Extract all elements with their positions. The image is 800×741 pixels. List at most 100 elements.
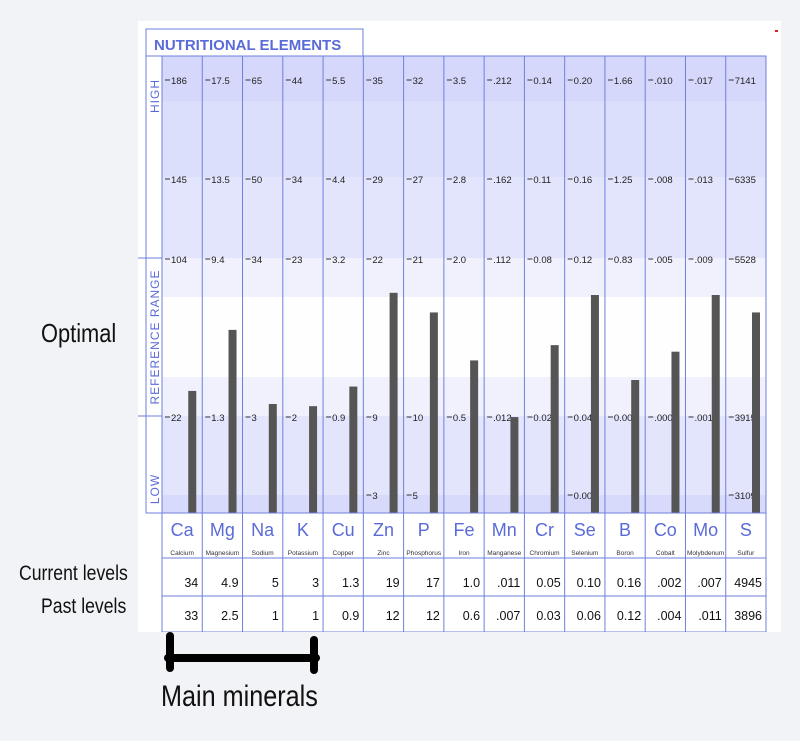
tick-label: 0.14 bbox=[533, 76, 552, 87]
tick-label: 44 bbox=[292, 76, 303, 87]
past-value: 0.9 bbox=[342, 609, 359, 623]
zone-label-high: HIGH bbox=[148, 79, 162, 113]
tick-label: 35 bbox=[372, 76, 383, 87]
tick-label: 0.04 bbox=[574, 413, 593, 424]
nutritional-elements-chart: NUTRITIONAL ELEMENTS HIGH REFERENCE RANGE L… bbox=[138, 28, 767, 632]
zone-band bbox=[162, 177, 766, 258]
element-symbol: P bbox=[418, 520, 430, 540]
tick-label: .009 bbox=[694, 255, 713, 266]
zone-label-column bbox=[146, 56, 162, 513]
tick-label: 23 bbox=[292, 255, 303, 266]
element-name: Cobalt bbox=[656, 550, 675, 557]
zone-label-reference: REFERENCE RANGE bbox=[148, 269, 162, 404]
zone-band bbox=[162, 101, 766, 177]
tick-label: 4.4 bbox=[332, 175, 345, 186]
element-name: Zinc bbox=[377, 550, 390, 557]
tick-label: 186 bbox=[171, 76, 187, 87]
element-symbol: Ca bbox=[171, 520, 195, 540]
tick-label: 3109 bbox=[735, 491, 756, 502]
tick-label: .008 bbox=[654, 175, 673, 186]
current-value: 4.9 bbox=[221, 576, 238, 590]
tick-label: .212 bbox=[493, 76, 512, 87]
tick-label: 3 bbox=[252, 413, 257, 424]
element-name: Magnesium bbox=[206, 550, 240, 557]
tick-label: 29 bbox=[372, 175, 383, 186]
tick-label: 22 bbox=[171, 413, 182, 424]
bar-ca bbox=[188, 390, 197, 513]
bar-p bbox=[429, 312, 438, 513]
tick-label: 2.0 bbox=[453, 255, 466, 266]
tick-label: 1.25 bbox=[614, 175, 633, 186]
element-symbol: Zn bbox=[373, 520, 394, 540]
element-name: Calcium bbox=[170, 550, 193, 557]
tick-label: 21 bbox=[413, 255, 424, 266]
chart-title: NUTRITIONAL ELEMENTS bbox=[154, 37, 341, 54]
past-value: .007 bbox=[496, 609, 520, 623]
past-value: .004 bbox=[657, 609, 681, 623]
past-value: 0.06 bbox=[577, 609, 601, 623]
current-value: 19 bbox=[386, 576, 400, 590]
bar-b bbox=[631, 380, 640, 513]
element-name: Sodium bbox=[252, 550, 274, 557]
element-symbol: Na bbox=[251, 520, 275, 540]
tick-label: 65 bbox=[252, 76, 263, 87]
past-levels-annotation: Past levels bbox=[41, 595, 127, 618]
tick-label: 0.08 bbox=[533, 255, 552, 266]
tick-label: 5 bbox=[413, 491, 418, 502]
element-symbol: Mo bbox=[693, 520, 718, 540]
nutrition-chart-card: NUTRITIONAL ELEMENTS HIGH REFERENCE RANGE L… bbox=[138, 21, 781, 632]
past-value: 33 bbox=[184, 609, 198, 623]
tick-label: 3.2 bbox=[332, 255, 345, 266]
bar-cr bbox=[550, 345, 559, 513]
bar-se bbox=[590, 295, 599, 513]
tick-label: 10 bbox=[413, 413, 424, 424]
element-name: Manganese bbox=[487, 550, 521, 557]
tick-label: .005 bbox=[654, 255, 673, 266]
tick-label: .001 bbox=[694, 413, 713, 424]
current-value: 4945 bbox=[734, 576, 762, 590]
current-value: 0.05 bbox=[536, 576, 560, 590]
past-value: .011 bbox=[698, 609, 721, 623]
tick-label: 0.5 bbox=[453, 413, 466, 424]
tick-label: 34 bbox=[252, 255, 263, 266]
tick-label: .162 bbox=[493, 175, 512, 186]
current-value: 0.16 bbox=[617, 576, 641, 590]
tick-label: 0.9 bbox=[332, 413, 345, 424]
tick-label: 0.12 bbox=[574, 255, 593, 266]
tick-label: 0.00 bbox=[574, 491, 593, 502]
tick-label: 145 bbox=[171, 175, 187, 186]
tick-label: 104 bbox=[171, 255, 187, 266]
current-value: .007 bbox=[697, 576, 721, 590]
zone-band bbox=[162, 377, 766, 416]
zone-band bbox=[162, 258, 766, 297]
tick-label: 13.5 bbox=[211, 175, 230, 186]
past-value: 0.12 bbox=[617, 609, 641, 623]
tick-label: 9.4 bbox=[211, 255, 224, 266]
element-name: Potassium bbox=[288, 550, 318, 557]
element-name: Iron bbox=[458, 550, 470, 557]
past-value: 1 bbox=[272, 609, 279, 623]
current-value: .011 bbox=[497, 576, 520, 590]
element-name: Sulfur bbox=[737, 550, 755, 557]
tick-label: 0.20 bbox=[574, 76, 593, 87]
bar-mo bbox=[711, 295, 720, 513]
bar-cu bbox=[349, 386, 358, 513]
past-value: 2.5 bbox=[221, 609, 238, 623]
tick-label: 6335 bbox=[735, 175, 756, 186]
element-symbol: Mg bbox=[210, 520, 235, 540]
tick-label: 22 bbox=[372, 255, 383, 266]
tick-label: 34 bbox=[292, 175, 303, 186]
current-value: 0.10 bbox=[577, 576, 601, 590]
current-value: 5 bbox=[272, 576, 279, 590]
bar-mn bbox=[510, 417, 519, 513]
tick-label: 3 bbox=[372, 491, 377, 502]
tick-label: .017 bbox=[694, 76, 713, 87]
past-value: 0.6 bbox=[463, 609, 480, 623]
current-value: 1.0 bbox=[463, 576, 480, 590]
element-symbol: K bbox=[297, 520, 309, 540]
element-name: Chromium bbox=[530, 550, 560, 557]
tick-label: 2.8 bbox=[453, 175, 466, 186]
tick-label: 7141 bbox=[735, 76, 756, 87]
past-value: 0.03 bbox=[536, 609, 560, 623]
current-value: 17 bbox=[426, 576, 440, 590]
